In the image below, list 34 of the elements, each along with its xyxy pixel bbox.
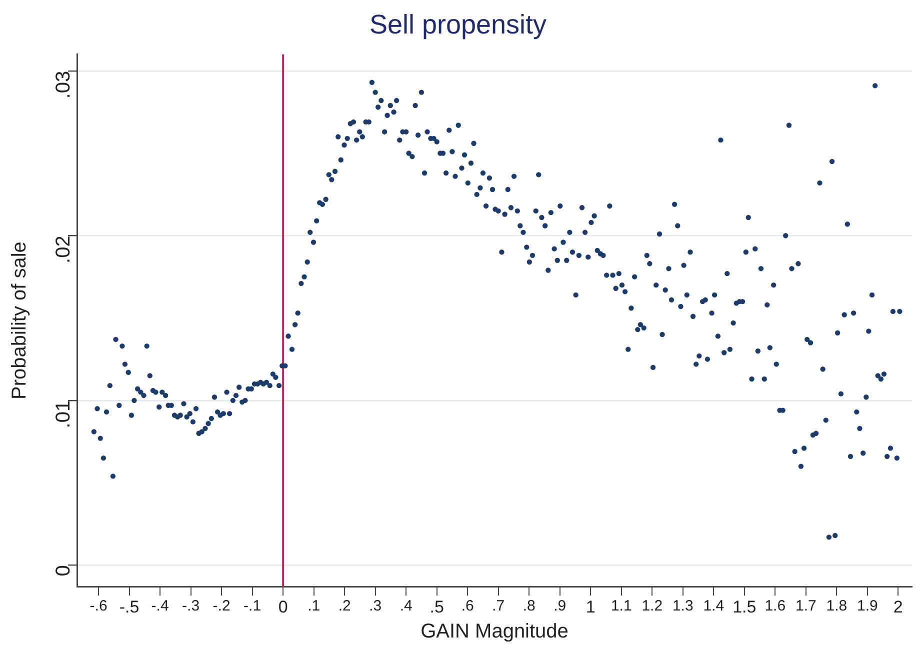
y-axis-title: Probability of sale xyxy=(8,242,31,400)
x-tick-label: 1.9 xyxy=(856,598,878,615)
x-tick-label: -.5 xyxy=(119,597,140,616)
x-tick-label: 1.3 xyxy=(672,598,694,615)
x-tick-label: .1 xyxy=(308,598,320,615)
x-axis-title: GAIN Magnitude xyxy=(420,620,568,643)
chart-title: Sell propensity xyxy=(369,10,548,40)
x-tick-label: .7 xyxy=(492,598,505,615)
x-tick-label: 1.8 xyxy=(826,598,848,615)
x-tick-label: 1.1 xyxy=(610,598,632,615)
x-tick-label: .8 xyxy=(522,598,536,615)
x-tick-label: 1.7 xyxy=(795,598,816,615)
x-tick-label: 1.2 xyxy=(642,598,663,615)
x-tick-label: -.4 xyxy=(151,598,169,615)
x-tick-label: 1 xyxy=(586,597,596,616)
x-tick-label: .4 xyxy=(400,598,412,615)
x-tick-label: .9 xyxy=(554,598,566,615)
y-tick-label: .01 xyxy=(52,400,75,428)
x-tick-label: 1.6 xyxy=(764,598,786,615)
x-tick-label: 1.4 xyxy=(703,598,724,615)
y-tick-label: .02 xyxy=(52,236,75,264)
x-tick-label: -.3 xyxy=(182,598,200,615)
x-tick-label: .2 xyxy=(338,598,351,615)
x-tick-label: -.6 xyxy=(90,598,108,615)
x-tick-label: -.2 xyxy=(212,598,230,615)
x-tick-label: -.1 xyxy=(244,598,262,615)
x-tick-label: 0 xyxy=(278,597,288,616)
x-tick-label: .5 xyxy=(430,597,444,616)
y-tick-label: .03 xyxy=(52,70,75,99)
x-tick-label: 2 xyxy=(893,597,903,616)
x-tick-label: 1.5 xyxy=(732,597,756,616)
x-tick-label: .3 xyxy=(369,598,382,615)
y-tick-label: 0 xyxy=(52,565,75,576)
x-tick-label: .6 xyxy=(461,598,474,615)
